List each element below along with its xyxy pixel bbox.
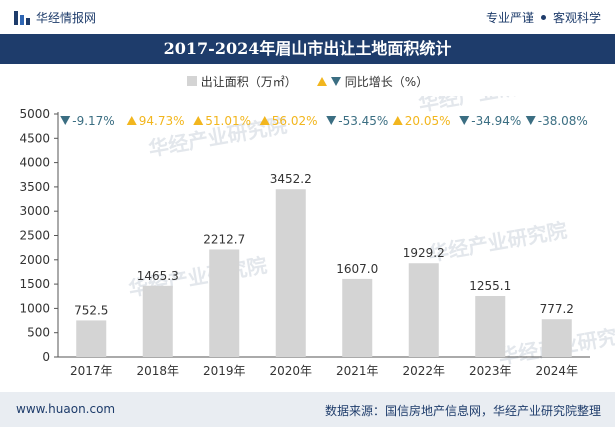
chart-title: 2017-2024年眉山市出让土地面积统计 — [0, 34, 615, 64]
bar — [408, 263, 439, 357]
x-tick-label: 2020年 — [269, 364, 312, 378]
growth-down-triangle — [60, 116, 71, 125]
footer: www.huaon.com 数据来源：国信房地产信息网，华经产业研究院整理 — [0, 392, 615, 427]
brand[interactable]: 华经情报网 — [14, 9, 96, 26]
y-tick-label: 4500 — [19, 131, 50, 145]
bullet-dot-icon — [540, 15, 546, 20]
top-bar: 华经情报网 专业严谨 客观科学 — [0, 0, 615, 34]
y-tick-label: 1500 — [19, 277, 50, 291]
x-tick-label: 2017年 — [70, 364, 113, 378]
tagline-right: 客观科学 — [552, 11, 601, 25]
growth-down-triangle — [525, 116, 536, 125]
y-tick-label: 3000 — [19, 204, 50, 218]
y-tick-label: 2000 — [19, 253, 50, 267]
y-tick-label: 5000 — [19, 107, 50, 121]
legend-item-area: 出让面积（万㎡） — [186, 73, 297, 90]
chart-legend: 出让面积（万㎡） 同比增长（%） — [0, 72, 615, 90]
tagline: 专业严谨 客观科学 — [486, 9, 601, 26]
bar-chart: 华经产业研究院华经产业研究院华经产业研究院华经产业研究院华经产业研究院05001… — [19, 96, 615, 378]
growth-label: 51.01% — [205, 114, 251, 128]
watermark-text: 华经产业研究院 — [427, 218, 569, 266]
legend-label-growth: 同比增长（%） — [344, 74, 429, 89]
growth-label: 56.02% — [272, 114, 318, 128]
footer-website[interactable]: www.huaon.com — [16, 402, 116, 416]
y-tick-label: 3500 — [19, 180, 50, 194]
bar-value-label: 777.2 — [540, 302, 574, 316]
legend-label-area: 出让面积（万㎡） — [200, 74, 297, 89]
bar — [541, 319, 572, 357]
bar-value-label: 2212.7 — [203, 232, 245, 246]
x-tick-label: 2021年 — [336, 364, 379, 378]
bar-value-label: 1607.0 — [336, 262, 378, 276]
growth-label: -9.17% — [72, 114, 114, 128]
growth-label: 94.73% — [139, 114, 185, 128]
x-tick-label: 2023年 — [469, 364, 512, 378]
bar-value-label: 3452.2 — [270, 172, 312, 186]
y-tick-label: 500 — [27, 326, 50, 340]
triangle-up-icon — [316, 76, 327, 86]
bar-value-label: 1255.1 — [469, 279, 511, 293]
growth-down-triangle — [459, 116, 470, 125]
y-tick-label: 4000 — [19, 156, 50, 170]
growth-down-triangle — [326, 116, 337, 125]
growth-label: 20.05% — [405, 114, 451, 128]
x-tick-label: 2024年 — [535, 364, 578, 378]
bar-value-label: 1929.2 — [403, 246, 445, 260]
y-tick-label: 0 — [42, 350, 50, 364]
growth-up-triangle — [126, 116, 137, 125]
y-tick-label: 2500 — [19, 229, 50, 243]
tagline-left: 专业严谨 — [485, 11, 534, 25]
growth-label: -38.08% — [538, 114, 588, 128]
brand-logo-icon — [14, 10, 30, 25]
legend-item-growth: 同比增长（%） — [316, 73, 429, 90]
growth-up-triangle — [259, 116, 270, 125]
bar — [475, 296, 506, 357]
y-tick-label: 1000 — [19, 301, 50, 315]
growth-label: -34.94% — [471, 114, 521, 128]
footer-source: 数据来源：国信房地产信息网，华经产业研究院整理 — [324, 404, 601, 418]
bar-value-label: 1465.3 — [137, 269, 179, 283]
x-tick-label: 2022年 — [402, 364, 445, 378]
growth-up-triangle — [193, 116, 204, 125]
bar — [209, 249, 240, 357]
bar-value-label: 752.5 — [74, 303, 108, 317]
bar — [76, 320, 107, 357]
triangle-down-icon — [330, 76, 341, 86]
brand-name: 华经情报网 — [36, 11, 97, 25]
growth-label: -53.45% — [338, 114, 388, 128]
x-tick-label: 2018年 — [136, 364, 179, 378]
legend-bar-swatch — [186, 76, 197, 86]
bar — [342, 278, 373, 357]
x-tick-label: 2019年 — [203, 364, 246, 378]
bar — [142, 285, 173, 357]
bar — [275, 189, 306, 357]
growth-up-triangle — [392, 116, 403, 125]
watermark-text: 华经产业研究院 — [417, 96, 559, 116]
